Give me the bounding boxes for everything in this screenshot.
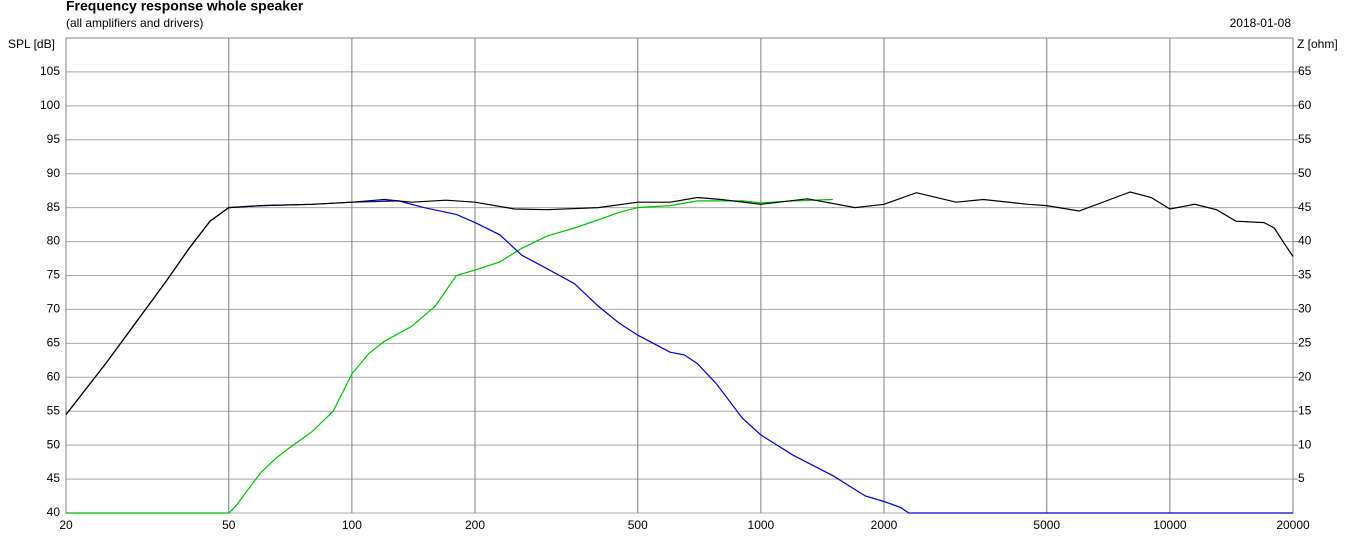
chart-subtitle: (all amplifiers and drivers) [66,16,203,30]
series-line [66,198,833,514]
y2-tick-label: 60 [1298,98,1312,112]
y-tick-label: 95 [47,132,61,146]
x-tick-label: 100 [342,518,362,532]
y-tick-label: 55 [47,403,61,417]
y-tick-label: 65 [47,336,61,350]
y-tick-label: 90 [47,166,61,180]
y-tick-label: 70 [47,302,61,316]
y2-tick-label: 10 [1298,437,1312,451]
chart-title: Frequency response whole speaker [66,0,304,14]
y2-axis-label: Z [ohm] [1297,37,1338,51]
y-tick-label: 85 [47,200,61,214]
y-tick-label: 75 [47,268,61,282]
y-tick-label: 60 [47,369,61,383]
x-tick-label: 50 [222,518,236,532]
y2-tick-label: 30 [1298,302,1312,316]
y2-tick-label: 20 [1298,369,1312,383]
x-tick-label: 500 [628,518,648,532]
x-tick-label: 200 [465,518,485,532]
x-tick-label: 10000 [1153,518,1187,532]
y-tick-label: 45 [47,471,61,485]
y-axis-label: SPL [dB] [8,37,55,51]
y2-tick-label: 50 [1298,166,1312,180]
y-tick-label: 100 [40,98,60,112]
y-tick-label: 50 [47,437,61,451]
date: 2018-01-08 [1230,16,1292,30]
x-tick-label: 20 [59,518,73,532]
y2-tick-label: 45 [1298,200,1312,214]
x-tick-label: 5000 [1033,518,1060,532]
y2-tick-label: 40 [1298,234,1312,248]
y-tick-label: 80 [47,234,61,248]
y2-tick-label: 25 [1298,336,1312,350]
y-tick-label: 40 [47,505,61,519]
y2-tick-label: 15 [1298,403,1312,417]
y2-tick-label: 65 [1298,64,1312,78]
series-line [65,200,1293,514]
y2-tick-label: 5 [1298,471,1305,485]
x-tick-label: 2000 [871,518,898,532]
y2-tick-label: 55 [1298,132,1312,146]
x-tick-label: 20000 [1276,518,1310,532]
x-tick-label: 1000 [748,518,775,532]
y-tick-label: 105 [40,64,60,78]
series-line [65,191,1294,415]
y2-tick-label: 35 [1298,268,1312,282]
